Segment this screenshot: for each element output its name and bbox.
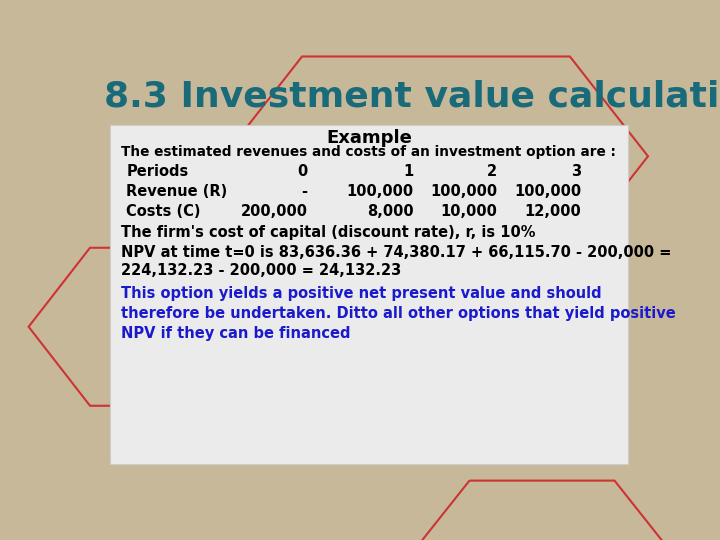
- Text: 224,132.23 - 200,000 = 24,132.23: 224,132.23 - 200,000 = 24,132.23: [121, 263, 401, 278]
- Text: 12,000: 12,000: [524, 204, 581, 219]
- Text: 100,000: 100,000: [514, 184, 581, 199]
- Text: 100,000: 100,000: [346, 184, 413, 199]
- Text: 0: 0: [297, 164, 307, 179]
- Text: Example: Example: [326, 129, 412, 147]
- Text: 3: 3: [571, 164, 581, 179]
- Text: 10,000: 10,000: [441, 204, 498, 219]
- Text: therefore be undertaken. Ditto all other options that yield positive: therefore be undertaken. Ditto all other…: [121, 306, 675, 321]
- Text: 8.3 Investment value calculations: 8.3 Investment value calculations: [104, 79, 720, 113]
- Text: NPV if they can be financed: NPV if they can be financed: [121, 326, 350, 341]
- Text: 200,000: 200,000: [240, 204, 307, 219]
- Text: The firm's cost of capital (discount rate), r, is 10%: The firm's cost of capital (discount rat…: [121, 225, 535, 240]
- Text: 8,000: 8,000: [367, 204, 413, 219]
- Text: 1: 1: [403, 164, 413, 179]
- Text: 100,000: 100,000: [431, 184, 498, 199]
- Text: Costs (C): Costs (C): [126, 204, 201, 219]
- Text: -: -: [302, 184, 307, 199]
- Text: Revenue (R): Revenue (R): [126, 184, 228, 199]
- Text: NPV at time t=0 is 83,636.36 + 74,380.17 + 66,115.70 - 200,000 =: NPV at time t=0 is 83,636.36 + 74,380.17…: [121, 245, 671, 260]
- Text: The estimated revenues and costs of an investment option are :: The estimated revenues and costs of an i…: [121, 145, 616, 159]
- Text: Periods: Periods: [126, 164, 189, 179]
- Text: 2: 2: [487, 164, 498, 179]
- Text: This option yields a positive net present value and should: This option yields a positive net presen…: [121, 286, 601, 301]
- FancyBboxPatch shape: [109, 125, 629, 464]
